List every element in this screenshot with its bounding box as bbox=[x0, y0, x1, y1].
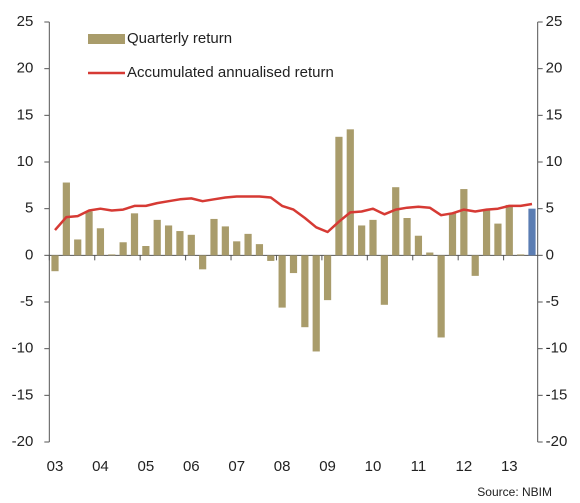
y-tick-label: -20 bbox=[12, 433, 34, 450]
bar bbox=[108, 254, 116, 256]
bar bbox=[369, 219, 377, 256]
y-tick-label: 25 bbox=[17, 13, 34, 30]
bar bbox=[199, 255, 207, 270]
bar bbox=[119, 242, 127, 256]
y2-tick-label: -10 bbox=[546, 340, 568, 357]
bar bbox=[392, 187, 400, 256]
y2-tick-label: 0 bbox=[546, 246, 554, 263]
x-tick-label: 04 bbox=[92, 458, 109, 475]
x-tick-label: 13 bbox=[501, 458, 518, 475]
x-tick-label: 11 bbox=[411, 458, 427, 475]
bar bbox=[312, 255, 320, 352]
bar bbox=[323, 255, 332, 301]
y-tick-label: 10 bbox=[17, 153, 34, 170]
bar bbox=[130, 213, 139, 256]
bar bbox=[494, 223, 502, 256]
y2-tick-label: -5 bbox=[546, 293, 559, 310]
bar bbox=[233, 241, 241, 256]
bar bbox=[380, 255, 388, 305]
x-tick-label: 08 bbox=[274, 458, 291, 475]
bar bbox=[85, 211, 93, 256]
x-tick-label: 05 bbox=[138, 458, 155, 475]
bar bbox=[221, 226, 229, 256]
y-tick-label: -10 bbox=[12, 340, 34, 357]
legend-label: Accumulated annualised return bbox=[127, 64, 334, 81]
bar bbox=[335, 136, 343, 256]
source: Source: NBIM bbox=[477, 485, 552, 499]
x-tick-label: 12 bbox=[456, 458, 473, 475]
y-tick-label: -5 bbox=[20, 293, 33, 310]
x-tick-label: 07 bbox=[228, 458, 245, 475]
y2-tick-label: 10 bbox=[546, 153, 563, 170]
bar bbox=[153, 219, 161, 256]
x-tick-label: 06 bbox=[183, 458, 200, 475]
bar bbox=[255, 244, 264, 256]
bar bbox=[176, 231, 184, 256]
bar bbox=[448, 213, 457, 256]
legend-swatch bbox=[88, 34, 125, 44]
bar bbox=[471, 255, 479, 276]
y2-tick-label: 20 bbox=[546, 60, 563, 77]
bar bbox=[358, 225, 366, 256]
bar bbox=[346, 129, 354, 256]
bar bbox=[74, 239, 82, 256]
y-tick-label: 15 bbox=[17, 106, 34, 123]
bar bbox=[244, 233, 252, 256]
y2-tick-label: 5 bbox=[546, 200, 554, 217]
y-tick-label: 0 bbox=[25, 246, 33, 263]
bar bbox=[426, 252, 434, 256]
bar bbox=[517, 254, 525, 256]
x-tick-label: 10 bbox=[365, 458, 382, 475]
bar bbox=[210, 218, 218, 256]
bar bbox=[96, 228, 105, 256]
bar bbox=[289, 255, 298, 274]
bar bbox=[267, 255, 275, 261]
bar bbox=[403, 218, 411, 256]
bar bbox=[437, 255, 445, 338]
bar bbox=[278, 255, 286, 308]
y-tick-label: 20 bbox=[17, 60, 34, 77]
bar bbox=[51, 255, 59, 272]
y-tick-label: 5 bbox=[25, 200, 33, 217]
line bbox=[54, 195, 533, 234]
bar bbox=[301, 255, 309, 328]
y2-tick-label: 25 bbox=[546, 13, 563, 30]
bar bbox=[482, 210, 491, 256]
x-tick-label: 09 bbox=[319, 458, 336, 475]
bar bbox=[505, 204, 513, 256]
bar bbox=[414, 235, 423, 256]
y2-tick-label: -15 bbox=[546, 386, 568, 403]
y2-tick-label: -20 bbox=[546, 433, 568, 450]
x-tick-label: 03 bbox=[47, 458, 64, 475]
bar bbox=[528, 208, 536, 256]
y-tick-label: -15 bbox=[12, 386, 34, 403]
y2-tick-label: 15 bbox=[546, 106, 563, 123]
bar bbox=[460, 189, 468, 256]
legend-label: Quarterly return bbox=[127, 30, 232, 47]
bar bbox=[187, 234, 195, 256]
bar bbox=[142, 246, 150, 256]
bar bbox=[164, 225, 173, 256]
